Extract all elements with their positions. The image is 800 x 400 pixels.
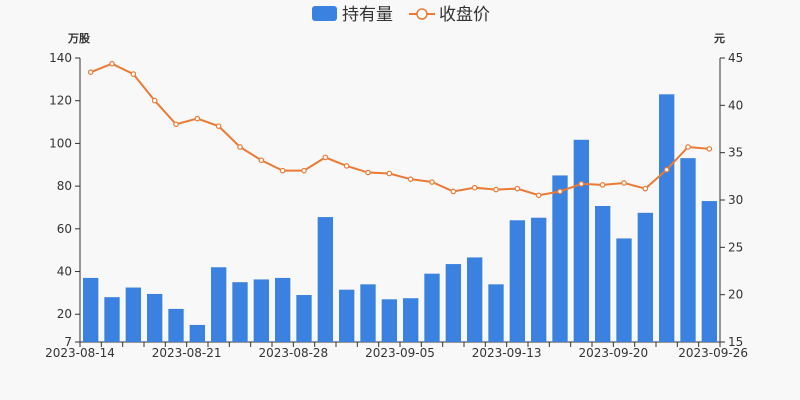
holdings-bar[interactable] [125,287,142,342]
price-point[interactable] [258,157,265,164]
holdings-bars [82,94,718,342]
holdings-bar[interactable] [232,282,248,342]
right-axis-ticks: 15 20 25 30 35 40 45 [720,51,743,349]
holdings-bar[interactable] [189,324,206,342]
x-tick-label: 2023-09-13 [472,346,542,360]
right-axis-unit: 元 [714,32,725,45]
right-tick-label: 45 [728,51,743,65]
right-tick-label: 35 [728,146,743,160]
holdings-bar[interactable] [594,205,611,342]
left-tick-label: 80 [57,179,72,193]
right-tick-label: 40 [728,98,743,112]
left-tick-label: 140 [49,51,72,65]
right-tick-label: 25 [728,240,743,254]
left-tick-label: 20 [57,307,72,321]
x-tick-label: 2023-08-21 [152,346,222,360]
holdings-bar[interactable] [82,277,99,342]
legend-label-holdings[interactable]: 持有量 [342,5,393,25]
holdings-bar[interactable] [445,264,462,342]
holdings-bar[interactable] [168,308,184,342]
legend[interactable]: 持有量 收盘价 [312,5,490,25]
holdings-bar[interactable] [274,277,291,342]
price-point[interactable] [279,167,286,174]
price-point[interactable] [663,166,670,173]
price-line [90,62,710,197]
price-point[interactable] [685,144,691,150]
price-point[interactable] [706,146,713,152]
price-point[interactable] [301,167,307,174]
price-line-series [87,60,713,199]
holdings-bar[interactable] [338,289,355,342]
left-tick-label: 60 [57,222,72,236]
price-point[interactable] [343,163,350,169]
x-tick-label: 2023-09-26 [678,346,748,360]
price-point[interactable] [151,97,158,104]
price-point[interactable] [109,60,115,67]
x-axis-ticks: 2023-08-14 2023-08-21 2023-08-28 2023-09-05… [45,342,748,360]
left-tick-label: 7 [64,335,72,349]
holdings-bar[interactable] [253,279,270,342]
holdings-bar[interactable] [488,284,504,342]
holdings-bar[interactable] [360,284,376,342]
price-point[interactable] [493,186,499,193]
holdings-bar[interactable] [616,238,632,342]
left-axis-unit: 万股 [67,32,91,45]
right-tick-label: 15 [728,335,743,349]
price-point[interactable] [471,184,478,191]
holdings-bar[interactable] [210,267,227,342]
price-point[interactable] [450,188,457,195]
price-point[interactable] [599,182,606,188]
price-point[interactable] [237,144,243,150]
x-tick-label: 2023-08-14 [45,346,115,360]
price-point[interactable] [215,123,222,129]
legend-label-price[interactable]: 收盘价 [439,5,490,25]
x-tick-label: 2023-09-05 [365,346,435,360]
holdings-bar[interactable] [680,158,696,342]
price-point[interactable] [173,121,179,128]
price-point[interactable] [642,185,649,192]
price-point[interactable] [407,176,414,182]
price-point[interactable] [557,188,563,195]
left-tick-label: 120 [49,94,72,108]
left-tick-label: 40 [57,265,72,279]
price-point[interactable] [386,170,393,177]
holdings-bar[interactable] [573,139,590,342]
right-tick-label: 20 [728,288,743,302]
price-point[interactable] [429,179,435,185]
holdings-bar[interactable] [104,297,120,342]
left-tick-label: 100 [49,136,72,150]
holdings-bar[interactable] [317,217,334,342]
price-point[interactable] [87,69,94,76]
price-point[interactable] [194,115,201,122]
price-point[interactable] [322,154,329,161]
price-point[interactable] [535,192,542,199]
holdings-bar[interactable] [424,273,440,342]
legend-swatch-price-marker[interactable] [416,8,428,20]
holdings-bar[interactable] [552,175,568,342]
price-point[interactable] [365,169,371,176]
x-tick-label: 2023-09-20 [578,346,648,360]
price-point[interactable] [130,71,137,77]
left-axis-ticks: 7 20 40 60 80 100 120 140 [49,51,80,349]
price-point[interactable] [514,185,521,192]
holdings-bar[interactable] [658,94,675,342]
holdings-bar[interactable] [701,201,718,342]
holdings-bar[interactable] [530,217,547,342]
price-point[interactable] [621,180,627,186]
holdings-bar[interactable] [637,212,654,342]
holdings-bar[interactable] [402,298,419,342]
right-tick-label: 30 [728,193,743,207]
holdings-bar[interactable] [509,220,526,342]
x-tick-label: 2023-08-28 [258,346,328,360]
price-point[interactable] [578,181,585,187]
holdings-bar[interactable] [381,299,398,342]
holdings-bar[interactable] [146,293,163,342]
holdings-bar[interactable] [466,257,483,342]
holdings-bar[interactable] [296,295,312,342]
legend-swatch-holdings[interactable] [312,6,337,21]
